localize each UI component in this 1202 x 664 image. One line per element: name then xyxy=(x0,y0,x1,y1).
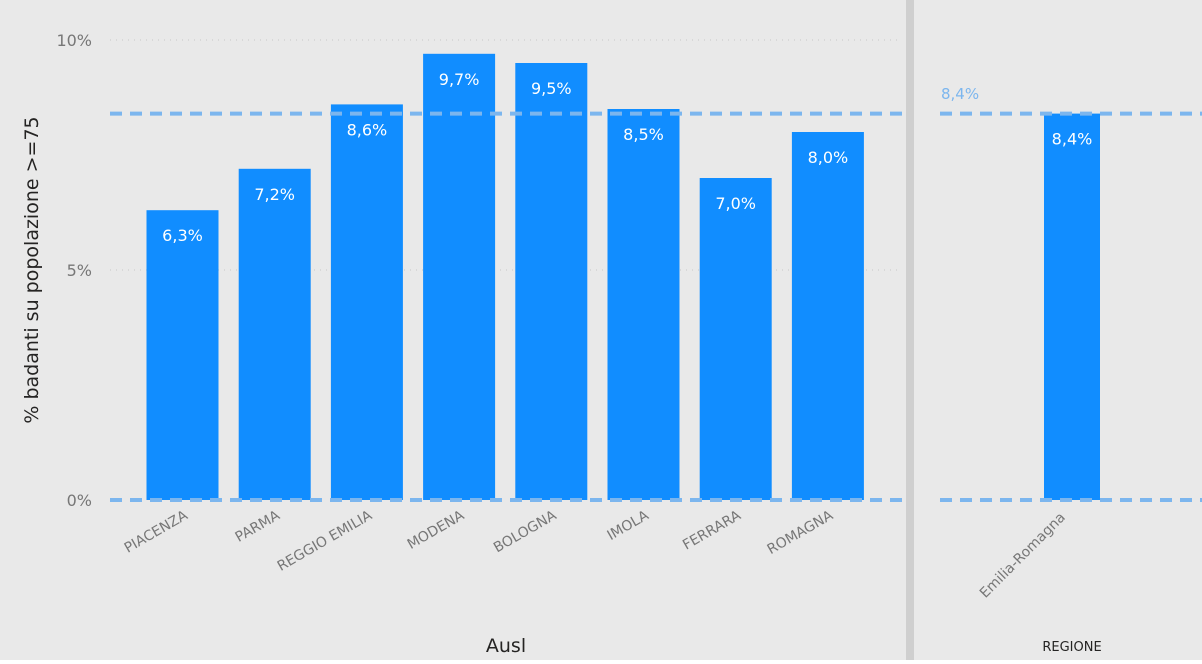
bar-data-label: 6,3% xyxy=(162,226,203,245)
bar-data-label: 7,0% xyxy=(715,194,756,213)
x-axis-title-regione: REGIONE xyxy=(1042,640,1101,655)
bar[interactable] xyxy=(515,63,588,500)
bar[interactable] xyxy=(791,132,864,500)
bars-right: 8,4% xyxy=(1044,113,1100,500)
bar[interactable] xyxy=(607,109,680,500)
y-tick-label: 10% xyxy=(56,31,92,50)
reference-lines xyxy=(110,111,1202,502)
y-tick-labels: 0% 5% 10% xyxy=(56,31,92,510)
bar-data-label: 8,0% xyxy=(808,148,849,167)
bar[interactable] xyxy=(1044,113,1100,500)
bar[interactable] xyxy=(699,178,772,500)
y-axis-title: % badanti su popolazione >=75 xyxy=(21,116,43,423)
panel-divider xyxy=(906,0,914,660)
y-tick-label: 5% xyxy=(67,261,92,280)
bars-left: 6,3% 7,2% 8,6% 9,7% 9,5% 8,5% 7,0% 8,0% xyxy=(146,53,864,501)
bar-data-label: 8,6% xyxy=(347,120,388,139)
bar-data-label: 9,5% xyxy=(531,79,572,98)
x-axis-title-ausl: Ausl xyxy=(486,635,526,657)
bar[interactable] xyxy=(423,53,496,501)
bar-data-label: 7,2% xyxy=(254,185,295,204)
bar[interactable] xyxy=(330,104,403,501)
y-tick-label: 0% xyxy=(67,491,92,510)
reference-line-label: 8,4% xyxy=(941,85,979,103)
bar[interactable] xyxy=(146,210,219,500)
bar-data-label: 9,7% xyxy=(439,70,480,89)
bar[interactable] xyxy=(238,168,311,501)
bar-data-label: 8,4% xyxy=(1052,130,1093,149)
bar-data-label: 8,5% xyxy=(623,125,664,144)
